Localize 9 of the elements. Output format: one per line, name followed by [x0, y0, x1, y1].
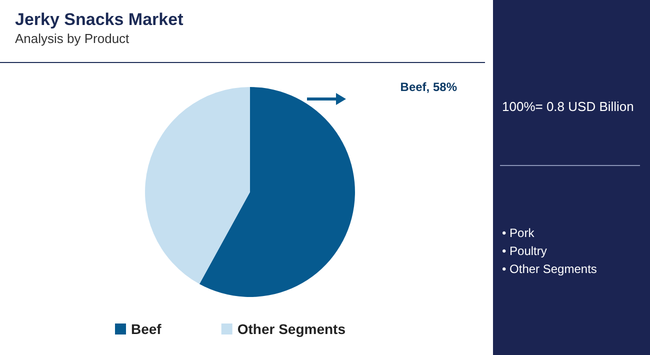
- text: • Pork: [502, 226, 536, 240]
- data-label: Beef, 58%: [400, 80, 458, 94]
- text: • Poultry: [502, 244, 547, 258]
- text: 100%= 0.8 USD Billion: [502, 99, 634, 114]
- legend-label: Other Segments: [237, 321, 346, 337]
- chart-title: Jerky Snacks Market: [15, 10, 184, 29]
- chart-subtitle: Analysis by Product: [15, 31, 130, 46]
- legend-label: Beef: [131, 321, 162, 337]
- text: • Other Segments: [502, 262, 597, 276]
